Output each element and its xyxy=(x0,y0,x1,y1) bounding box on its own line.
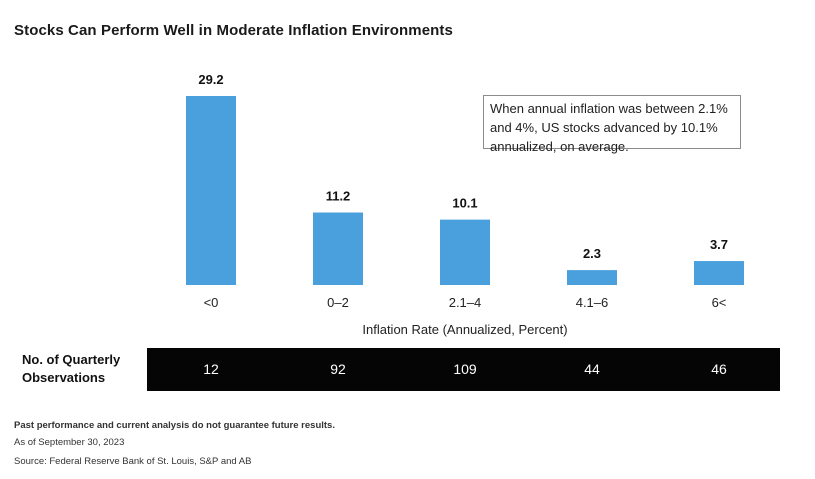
bar-chart: 29.2 <0 11.2 0–2 10.1 2.1–4 2.3 4.1–6 3.7 6< Infla… xyxy=(186,72,744,337)
observations-band: 12 92 109 44 46 xyxy=(147,348,780,391)
data-label-5: 3.7 xyxy=(710,237,728,252)
bar-2 xyxy=(313,212,363,285)
bar-1 xyxy=(186,96,236,285)
observations-label: No. of Quarterly Observations xyxy=(22,352,121,385)
data-label-1: 29.2 xyxy=(198,72,223,87)
source-note: Source: Federal Reserve Bank of St. Loui… xyxy=(14,456,252,467)
observation-count-4: 44 xyxy=(584,361,600,377)
x-tick-label-4: 4.1–6 xyxy=(576,295,609,310)
x-axis-label: Inflation Rate (Annualized, Percent) xyxy=(362,322,567,337)
bar-4 xyxy=(567,270,617,285)
data-label-2: 11.2 xyxy=(326,189,351,204)
disclaimer-note: Past performance and current analysis do… xyxy=(14,420,335,431)
observation-count-1: 12 xyxy=(203,361,219,377)
bar-3 xyxy=(440,219,490,285)
observation-count-3: 109 xyxy=(453,361,477,377)
data-label-4: 2.3 xyxy=(583,246,601,261)
data-label-3: 10.1 xyxy=(452,196,477,211)
x-tick-label-5: 6< xyxy=(712,295,727,310)
observation-count-2: 92 xyxy=(330,361,346,377)
observation-count-5: 46 xyxy=(711,361,727,377)
x-tick-label-3: 2.1–4 xyxy=(449,295,482,310)
annotation-box: When annual inflation was between 2.1% a… xyxy=(483,95,741,154)
as-of-note: As of September 30, 2023 xyxy=(14,437,125,448)
bar-5 xyxy=(694,261,744,285)
x-tick-label-2: 0–2 xyxy=(327,295,349,310)
x-tick-label-1: <0 xyxy=(204,295,219,310)
chart-title: Stocks Can Perform Well in Moderate Infl… xyxy=(14,22,453,39)
